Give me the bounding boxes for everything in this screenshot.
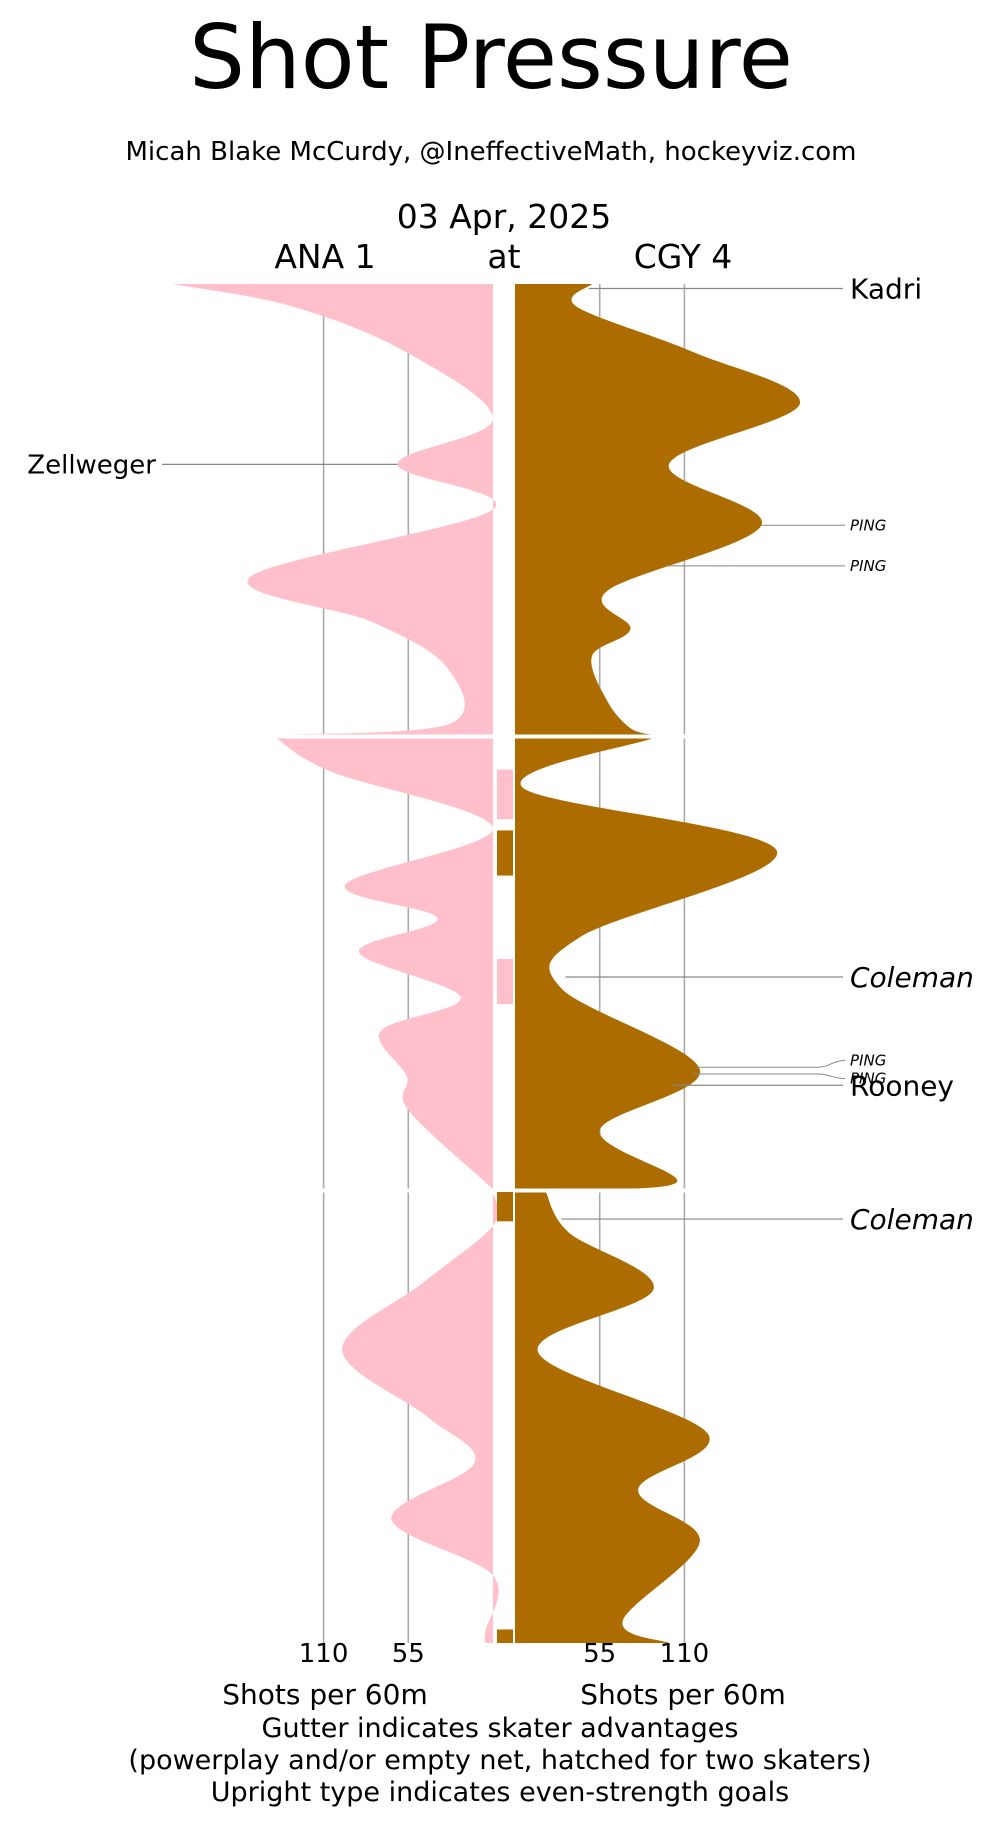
home-tick-label-55: 55: [583, 1639, 616, 1669]
gutter-bar-3: [497, 958, 513, 1005]
away-area-period-3: [342, 1192, 499, 1643]
post-3-leader: [695, 1060, 846, 1068]
post-3-label: PING: [850, 1051, 886, 1069]
gutter-advantages: [497, 769, 513, 1643]
chart-subtitle: Micah Blake McCurdy, @IneffectiveMath, h…: [126, 137, 857, 167]
home-team-label: CGY 4: [634, 237, 733, 276]
post-2-label: PING: [850, 557, 886, 575]
away-tick-label-55: 55: [392, 1639, 425, 1669]
note-gutter: Gutter indicates skater advantages: [262, 1713, 739, 1744]
away-axis-label: Shots per 60m: [222, 1678, 427, 1711]
note-hatching: (powerplay and/or empty net, hatched for…: [128, 1745, 871, 1776]
away-team-label: ANA 1: [274, 237, 375, 276]
away-area-period-2: [275, 738, 494, 1189]
home-area-period-1: [515, 284, 801, 735]
post-4-leader: [692, 1073, 846, 1079]
away-tick-label-110: 110: [299, 1639, 349, 1669]
home-axis-label: Shots per 60m: [580, 1678, 785, 1711]
post-4-label: PING: [850, 1070, 886, 1088]
pressure-areas: [172, 284, 801, 1643]
gutter-bar-4: [497, 1192, 513, 1222]
gutter-bar-2: [497, 830, 513, 876]
home-area-period-3: [515, 1192, 710, 1643]
home-area-period-2: [515, 738, 778, 1189]
note-upright: Upright type indicates even-strength goa…: [211, 1777, 789, 1808]
home-tick-label-110: 110: [660, 1639, 710, 1669]
goal-home-4-label: Rooney: [850, 1069, 954, 1102]
away-area-period-1: [172, 284, 497, 735]
gutter-bar-5: [497, 1629, 513, 1643]
goal-home-3-label: Coleman: [850, 961, 974, 994]
x-axis: 55 110 55 110 Shots per 60m Shots per 60…: [222, 1639, 785, 1711]
at-label: at: [487, 237, 520, 276]
post-1-label: PING: [850, 516, 886, 534]
goal-home-5-label: Coleman: [850, 1203, 974, 1236]
goal-home-1-label: Kadri: [850, 273, 922, 306]
game-date: 03 Apr, 2025: [397, 197, 612, 236]
goal-annotations: KadriZellwegerColemanRooneyColemanPINGPI…: [27, 273, 974, 1237]
chart-title: Shot Pressure: [189, 6, 793, 109]
gutter-bar-1: [497, 769, 513, 820]
goal-away-2-label: Zellweger: [27, 450, 156, 480]
